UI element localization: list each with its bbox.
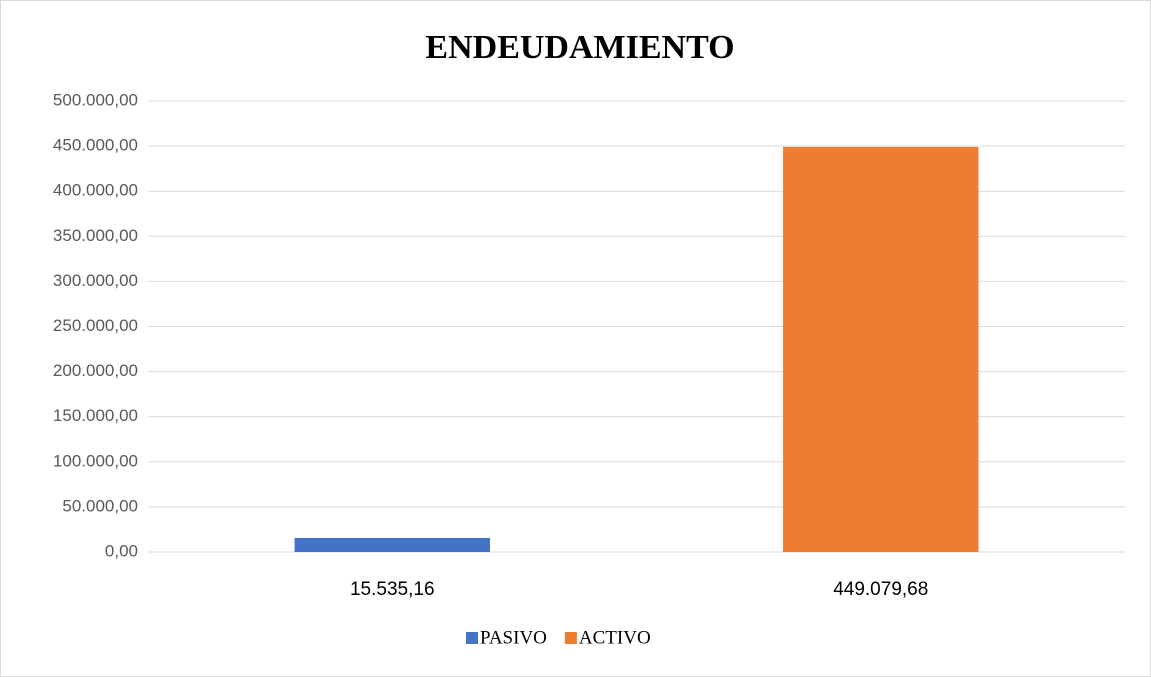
legend-label: PASIVO (480, 627, 547, 648)
y-tick-label: 350.000,00 (53, 226, 138, 245)
legend-swatch (466, 632, 478, 644)
legend-swatch (564, 632, 577, 644)
x-tick-label: 449.079,68 (833, 579, 928, 600)
y-tick-label: 200.000,00 (53, 361, 138, 380)
bar (294, 537, 490, 552)
chart-title: ENDEUDAMIENTO (425, 29, 734, 66)
y-tick-label: 300.000,00 (53, 271, 138, 290)
y-tick-label: 0,00 (105, 541, 138, 560)
bar (783, 146, 979, 553)
y-tick-label: 400.000,00 (53, 181, 138, 200)
y-tick-label: 250.000,00 (53, 316, 138, 335)
y-tick-label: 450.000,00 (53, 136, 138, 155)
x-tick-label: 15.535,16 (350, 579, 435, 600)
y-tick-label: 500.000,00 (53, 90, 138, 109)
y-tick-label: 100.000,00 (53, 451, 138, 470)
y-tick-label: 150.000,00 (53, 406, 138, 425)
legend-label: ACTIVO (579, 627, 651, 648)
y-tick-label: 50.000,00 (62, 496, 138, 515)
